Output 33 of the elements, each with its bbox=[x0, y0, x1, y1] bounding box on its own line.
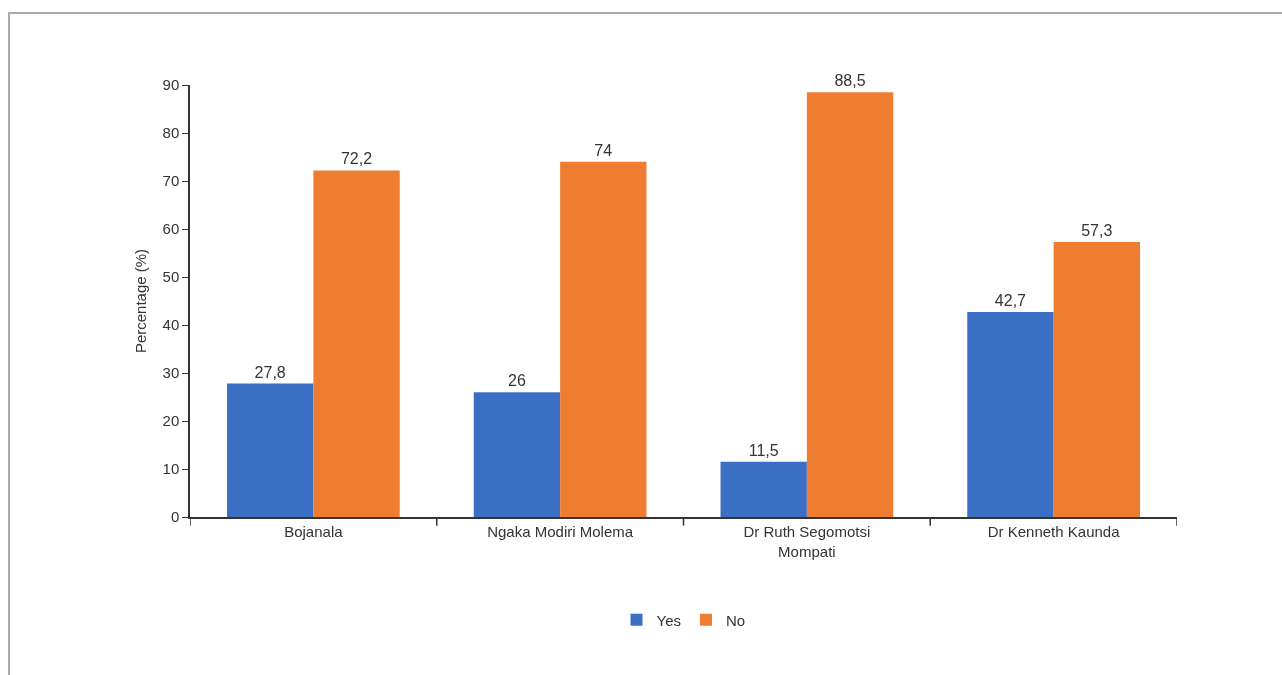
data-label: 57,3 bbox=[1081, 221, 1113, 239]
bar bbox=[473, 392, 561, 517]
x-tick-label: Dr Kenneth Kaunda bbox=[987, 523, 1121, 540]
data-label: 72,2 bbox=[340, 150, 373, 168]
bar bbox=[1053, 241, 1140, 517]
data-label: 88,5 bbox=[834, 72, 866, 90]
data-label: 42,7 bbox=[994, 292, 1027, 310]
bar bbox=[806, 92, 894, 517]
y-tick-label: 10 bbox=[162, 460, 180, 478]
y-tick-label: 90 bbox=[162, 76, 180, 94]
bar bbox=[967, 312, 1054, 517]
y-tick-label: 50 bbox=[162, 268, 180, 286]
bar bbox=[313, 170, 400, 517]
y-tick-label: 60 bbox=[162, 220, 180, 238]
bar bbox=[227, 383, 314, 517]
y-tick-label: 80 bbox=[162, 124, 180, 142]
x-tick-label: Bojanala bbox=[284, 523, 344, 540]
y-tick-label: 0 bbox=[170, 508, 180, 526]
data-label: 11,5 bbox=[748, 441, 779, 459]
x-tick-label: Dr Ruth Segomotsi Mompati bbox=[743, 523, 871, 560]
data-label: 26 bbox=[508, 372, 526, 390]
x-tick-label: Ngaka Modiri Molema bbox=[487, 523, 634, 540]
y-tick-label: 30 bbox=[162, 364, 180, 382]
y-tick-label: 20 bbox=[162, 412, 180, 430]
y-tick-label: 40 bbox=[162, 316, 180, 334]
bar bbox=[560, 161, 647, 517]
y-axis-title: Percentage (%) bbox=[132, 248, 150, 354]
data-label: 74 bbox=[594, 141, 613, 159]
y-tick-label: 70 bbox=[162, 172, 180, 190]
data-label: 27,8 bbox=[254, 363, 286, 381]
legend-label: No bbox=[725, 611, 746, 629]
legend-label: Yes bbox=[656, 611, 681, 629]
bar bbox=[720, 461, 807, 517]
